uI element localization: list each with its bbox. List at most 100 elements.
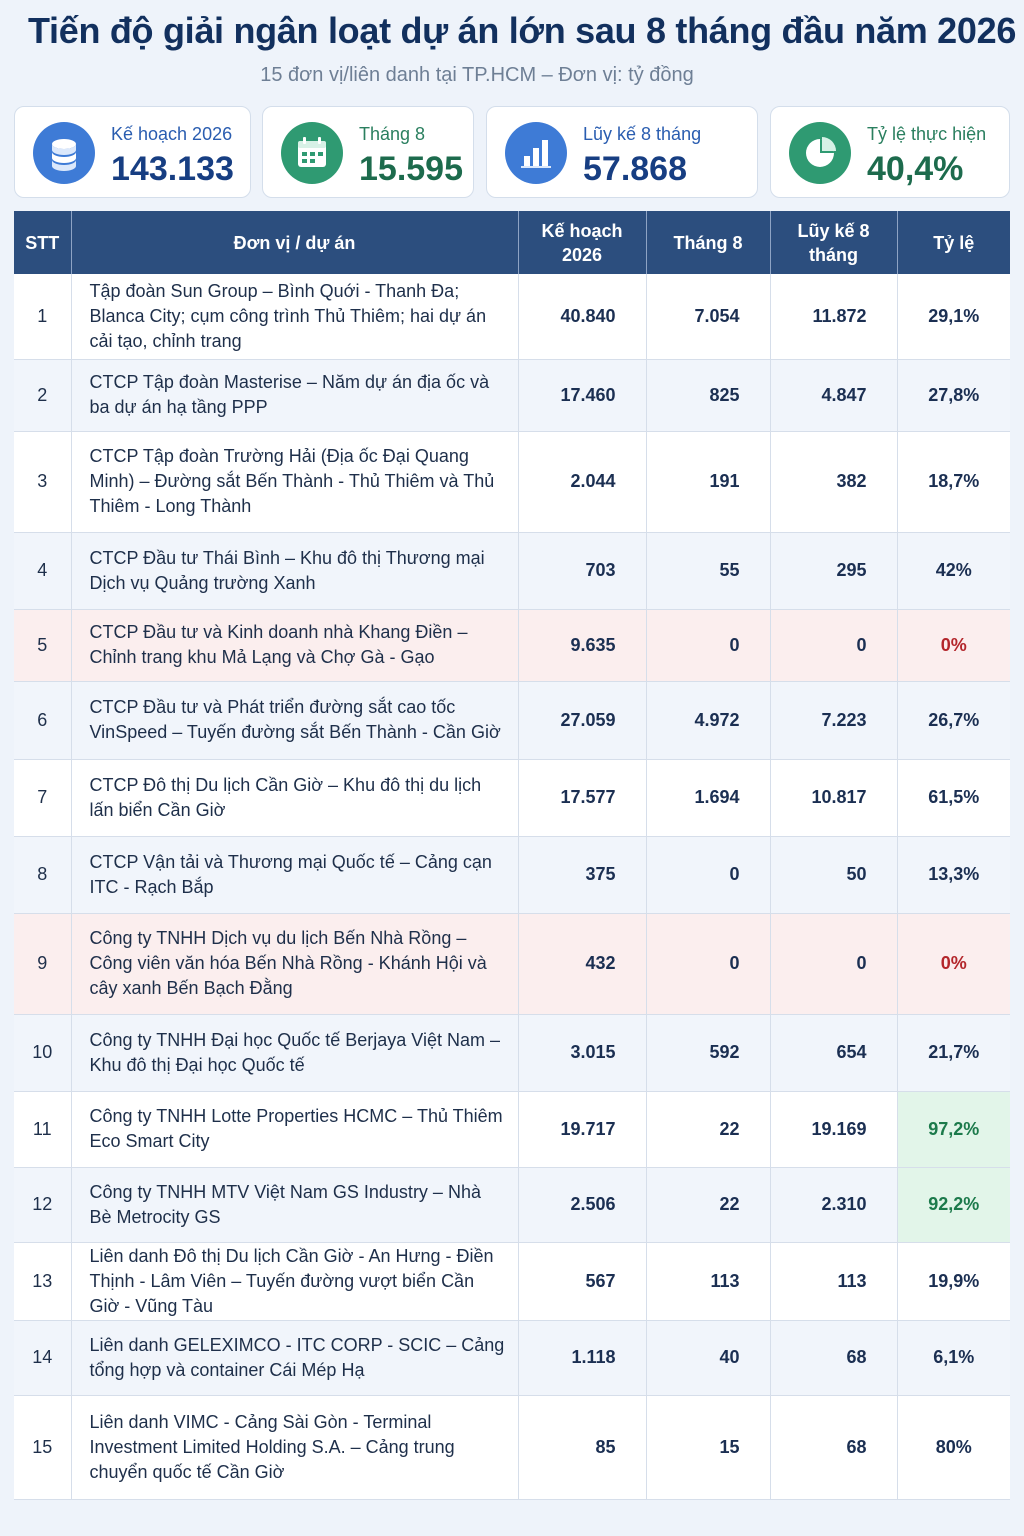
stat-label: Tháng 8 — [359, 124, 426, 144]
summary-stats: Kế hoạch 2026 143.133 Tháng 8 15.595 — [14, 106, 1010, 198]
row-cumulative: 11.872 — [770, 274, 898, 360]
table-row: 3 CTCP Tập đoàn Trường Hải (Địa ốc Đại Qu… — [14, 431, 1010, 533]
row-stt: 2 — [14, 359, 72, 432]
row-stt: 3 — [14, 431, 72, 533]
row-plan: 567 — [518, 1242, 647, 1321]
row-rate: 80% — [897, 1395, 1010, 1500]
row-cumulative: 0 — [770, 609, 898, 682]
stat-label: Tỷ lệ thực hiện — [867, 124, 987, 144]
row-rate: 0% — [897, 609, 1010, 682]
column-header-unit: Đơn vị / dự án — [71, 211, 519, 274]
column-header-plan: Kế hoạch 2026 — [518, 211, 647, 274]
row-rate: 6,1% — [897, 1320, 1010, 1396]
row-cumulative: 7.223 — [770, 681, 898, 760]
row-cumulative: 2.310 — [770, 1167, 898, 1243]
row-plan: 3.015 — [518, 1014, 647, 1092]
row-plan: 40.840 — [518, 274, 647, 360]
row-month: 0 — [646, 913, 771, 1015]
stat-card-cumulative: Lũy kế 8 tháng 57.868 — [486, 106, 758, 198]
row-cumulative: 19.169 — [770, 1091, 898, 1168]
row-unit: Liên danh VIMC - Cảng Sài Gòn - Terminal… — [71, 1395, 519, 1500]
row-cumulative: 10.817 — [770, 759, 898, 837]
table-row: 6 CTCP Đầu tư và Phát triển đường sắt cao… — [14, 681, 1010, 760]
stat-label: Lũy kế 8 tháng — [583, 124, 702, 144]
row-cumulative: 68 — [770, 1395, 898, 1500]
row-unit: Tập đoàn Sun Group – Bình Quới - Thanh Đ… — [71, 274, 519, 360]
table-row: 10 Công ty TNHH Đại học Quốc tế Berjaya V… — [14, 1014, 1010, 1092]
row-plan: 27.059 — [518, 681, 647, 760]
row-rate: 0% — [897, 913, 1010, 1015]
row-cumulative: 295 — [770, 532, 898, 610]
row-cumulative: 654 — [770, 1014, 898, 1092]
table-row: 15 Liên danh VIMC - Cảng Sài Gòn - Termin… — [14, 1395, 1010, 1500]
row-rate: 61,5% — [897, 759, 1010, 837]
row-month: 825 — [646, 359, 771, 432]
row-month: 113 — [646, 1242, 771, 1321]
row-unit: Công ty TNHH Dịch vụ du lịch Bến Nhà Rồn… — [71, 913, 519, 1015]
row-plan: 2.506 — [518, 1167, 647, 1243]
bar-chart-icon — [505, 122, 567, 184]
row-plan: 375 — [518, 836, 647, 914]
row-rate: 13,3% — [897, 836, 1010, 914]
row-month: 15 — [646, 1395, 771, 1500]
row-rate: 19,9% — [897, 1242, 1010, 1321]
row-unit: CTCP Đô thị Du lịch Cần Giờ – Khu đô thị… — [71, 759, 519, 837]
row-plan: 1.118 — [518, 1320, 647, 1396]
row-stt: 13 — [14, 1242, 72, 1321]
row-month: 592 — [646, 1014, 771, 1092]
column-header-stt: STT — [14, 211, 72, 274]
row-unit: Công ty TNHH Lotte Properties HCMC – Thủ… — [71, 1091, 519, 1168]
row-rate: 27,8% — [897, 359, 1010, 432]
row-stt: 4 — [14, 532, 72, 610]
table-header-row: STT Đơn vị / dự án Kế hoạch 2026 Tháng 8… — [14, 211, 1010, 274]
row-rate: 97,2% — [897, 1091, 1010, 1168]
table-row: 13 Liên danh Đô thị Du lịch Cần Giờ - An … — [14, 1242, 1010, 1321]
row-rate: 26,7% — [897, 681, 1010, 760]
row-plan: 17.577 — [518, 759, 647, 837]
stat-label: Kế hoạch 2026 — [111, 124, 233, 144]
row-plan: 17.460 — [518, 359, 647, 432]
row-month: 7.054 — [646, 274, 771, 360]
column-header-month: Tháng 8 — [646, 211, 771, 274]
table-row: 12 Công ty TNHH MTV Việt Nam GS Industry … — [14, 1167, 1010, 1243]
row-stt: 7 — [14, 759, 72, 837]
row-cumulative: 0 — [770, 913, 898, 1015]
row-month: 4.972 — [646, 681, 771, 760]
row-unit: CTCP Tập đoàn Masterise – Năm dự án địa … — [71, 359, 519, 432]
table-row: 1 Tập đoàn Sun Group – Bình Quới - Thanh … — [14, 274, 1010, 360]
table-row: 7 CTCP Đô thị Du lịch Cần Giờ – Khu đô th… — [14, 759, 1010, 837]
table-row: 2 CTCP Tập đoàn Masterise – Năm dự án địa… — [14, 359, 1010, 432]
table-row: 5 CTCP Đầu tư và Kinh doanh nhà Khang Điề… — [14, 609, 1010, 682]
column-header-rate: Tỷ lệ — [897, 211, 1010, 274]
row-cumulative: 4.847 — [770, 359, 898, 432]
stat-value: 40,4% — [867, 150, 964, 188]
row-stt: 5 — [14, 609, 72, 682]
pie-chart-icon — [789, 122, 851, 184]
row-plan: 9.635 — [518, 609, 647, 682]
row-month: 1.694 — [646, 759, 771, 837]
row-month: 55 — [646, 532, 771, 610]
projects-table: STT Đơn vị / dự án Kế hoạch 2026 Tháng 8… — [14, 211, 1010, 1500]
row-unit: CTCP Đầu tư và Kinh doanh nhà Khang Điền… — [71, 609, 519, 682]
row-month: 0 — [646, 609, 771, 682]
row-month: 0 — [646, 836, 771, 914]
row-stt: 6 — [14, 681, 72, 760]
row-unit: CTCP Vận tải và Thương mại Quốc tế – Cản… — [71, 836, 519, 914]
row-rate: 92,2% — [897, 1167, 1010, 1243]
row-plan: 19.717 — [518, 1091, 647, 1168]
stat-value: 143.133 — [111, 150, 234, 188]
calendar-icon — [281, 122, 343, 184]
row-rate: 21,7% — [897, 1014, 1010, 1092]
row-plan: 85 — [518, 1395, 647, 1500]
row-cumulative: 113 — [770, 1242, 898, 1321]
table-row: 9 Công ty TNHH Dịch vụ du lịch Bến Nhà Rồ… — [14, 913, 1010, 1015]
table-row: 4 CTCP Đầu tư Thái Bình – Khu đô thị Thươ… — [14, 532, 1010, 610]
row-stt: 15 — [14, 1395, 72, 1500]
row-unit: CTCP Đầu tư và Phát triển đường sắt cao … — [71, 681, 519, 760]
row-month: 22 — [646, 1091, 771, 1168]
row-plan: 703 — [518, 532, 647, 610]
table-row: 8 CTCP Vận tải và Thương mại Quốc tế – Cả… — [14, 836, 1010, 914]
stat-card-plan: Kế hoạch 2026 143.133 — [14, 106, 251, 198]
row-rate: 18,7% — [897, 431, 1010, 533]
row-rate: 29,1% — [897, 274, 1010, 360]
